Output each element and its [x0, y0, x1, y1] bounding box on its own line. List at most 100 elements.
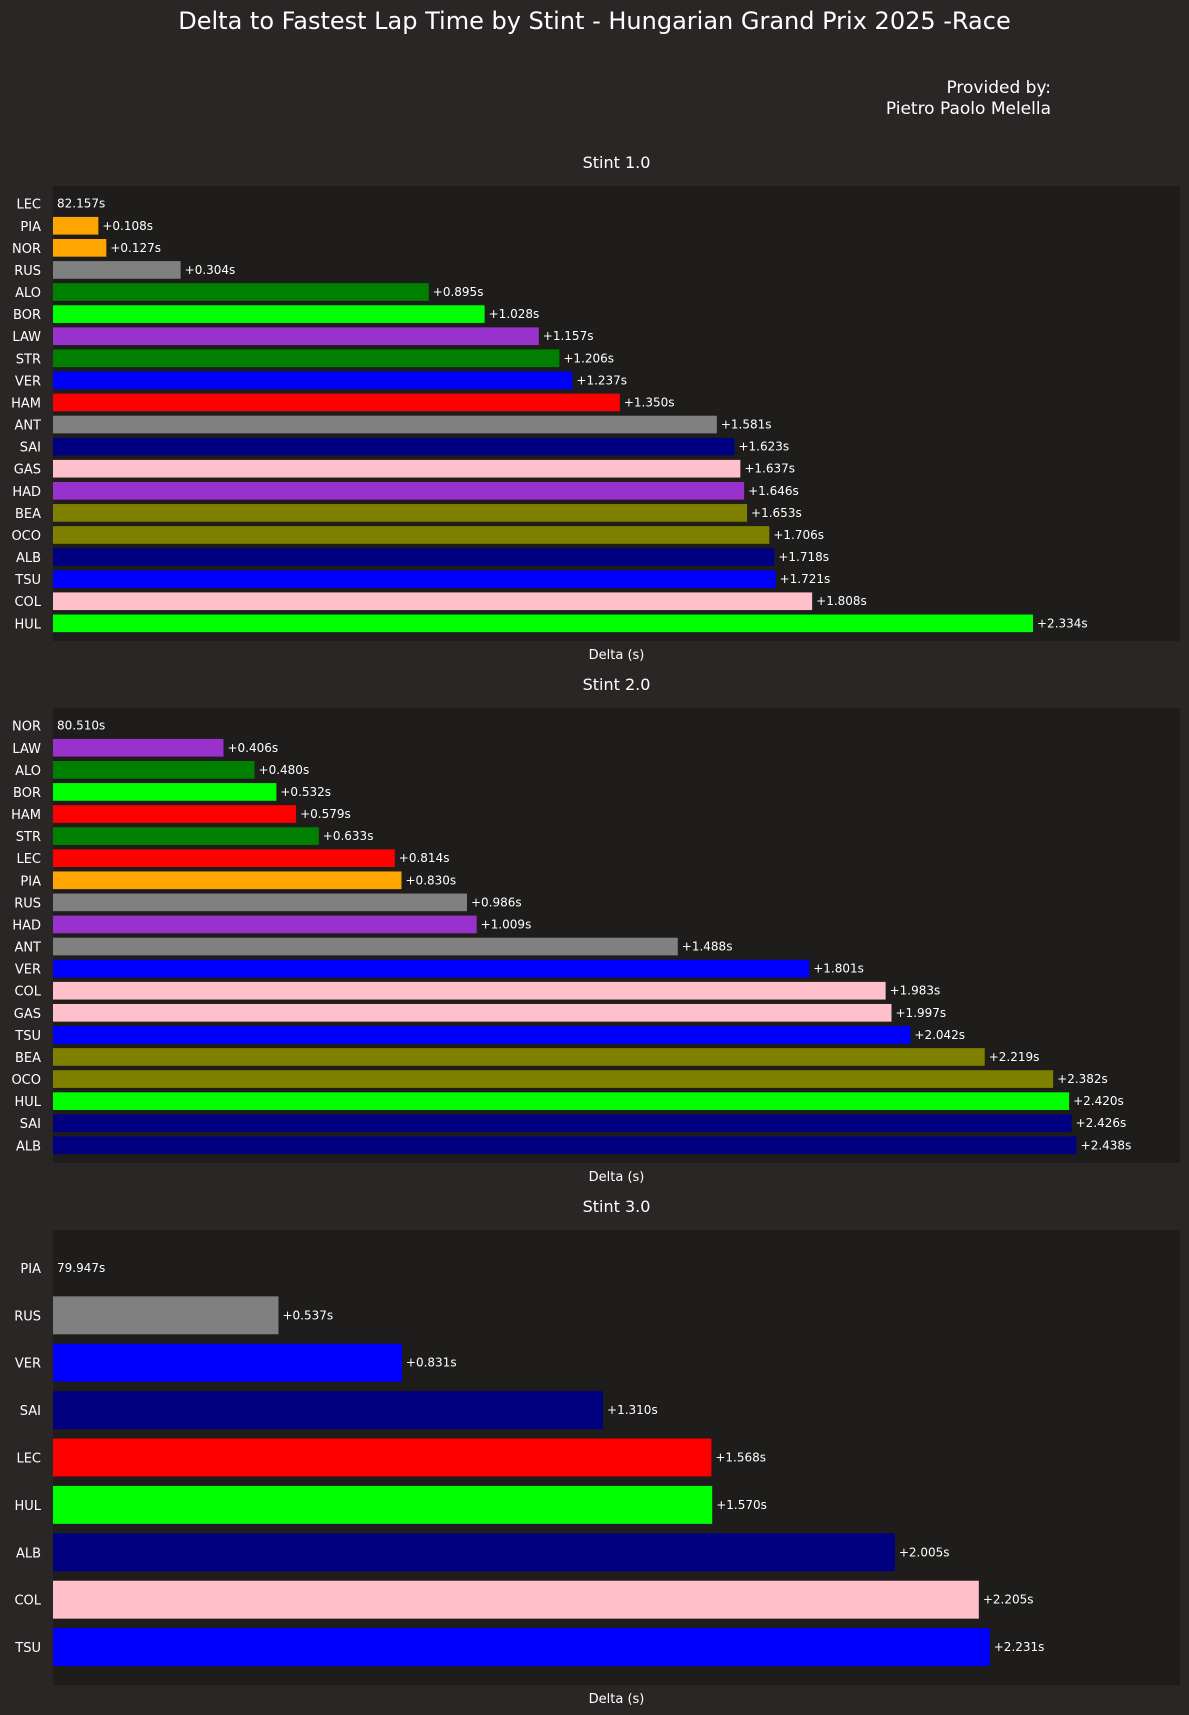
driver-label: STR — [16, 830, 41, 845]
bar-pia — [53, 216, 99, 235]
bar-bea — [53, 504, 748, 522]
driver-label: ANT — [14, 419, 41, 434]
panel-title: Stint 3.0 — [583, 1197, 651, 1216]
value-label: +2.426s — [1076, 1116, 1127, 1130]
driver-label: HAD — [12, 918, 41, 933]
bar-str — [53, 827, 319, 845]
value-label: +2.005s — [899, 1545, 950, 1559]
bar-pia — [53, 871, 402, 890]
bar-alo — [53, 761, 255, 779]
value-label: +0.633s — [323, 829, 374, 843]
value-label: +1.581s — [721, 418, 772, 432]
value-label: +2.438s — [1081, 1138, 1132, 1152]
value-label: +2.231s — [994, 1640, 1045, 1654]
value-label: +1.801s — [813, 962, 864, 976]
value-label: +2.420s — [1073, 1094, 1124, 1108]
driver-label: OCO — [11, 1073, 41, 1088]
bar-had — [53, 481, 745, 500]
driver-label: VER — [15, 374, 41, 389]
bar-oco — [53, 526, 770, 544]
driver-label: BOR — [13, 308, 41, 323]
value-label: +1.157s — [543, 329, 594, 343]
bar-ham — [53, 805, 297, 823]
value-label: +0.895s — [433, 285, 484, 299]
value-label: +1.237s — [576, 373, 627, 387]
bar-ver — [53, 1343, 402, 1382]
value-label: +1.721s — [780, 572, 831, 586]
chart-main-title: Delta to Fastest Lap Time by Stint - Hun… — [178, 7, 1011, 35]
value-label: +1.653s — [751, 506, 802, 520]
value-label: +0.127s — [110, 241, 161, 255]
panel-title: Stint 2.0 — [583, 675, 651, 694]
bar-law — [53, 738, 224, 757]
bar-rus — [53, 261, 181, 279]
driver-label: LEC — [16, 852, 41, 867]
bar-tsu — [53, 1628, 990, 1667]
value-label: +1.488s — [682, 940, 733, 954]
bar-alo — [53, 283, 429, 301]
driver-label: SAI — [20, 1404, 41, 1419]
value-label: +0.480s — [259, 763, 310, 777]
bar-alb — [53, 1533, 895, 1572]
value-label: +0.537s — [282, 1308, 333, 1322]
driver-label: HUL — [14, 1499, 41, 1514]
driver-label: COL — [14, 595, 41, 610]
x-axis-label: Delta (s) — [589, 1170, 645, 1185]
driver-label: PIA — [20, 1262, 41, 1277]
bar-sai — [53, 1114, 1072, 1133]
value-label: +1.350s — [624, 395, 675, 409]
bar-col — [53, 1580, 979, 1619]
driver-label: ALO — [15, 286, 41, 301]
credit-line-2: Pietro Paolo Melella — [885, 99, 1051, 119]
driver-label: GAS — [14, 1007, 41, 1022]
value-label: +1.637s — [744, 462, 795, 476]
bar-had — [53, 915, 477, 934]
bar-law — [53, 327, 539, 346]
driver-label: RUS — [14, 896, 41, 911]
value-label: +0.532s — [280, 785, 331, 799]
bar-ant — [53, 415, 717, 434]
credit-block: Provided by: Pietro Paolo Melella — [886, 78, 1051, 120]
value-label: +1.983s — [890, 984, 941, 998]
driver-label: HUL — [14, 617, 41, 632]
value-label: +0.406s — [227, 741, 278, 755]
value-label: +1.808s — [816, 594, 867, 608]
driver-label: VER — [15, 1357, 41, 1372]
driver-label: LEC — [16, 198, 41, 213]
bar-col — [53, 981, 886, 1000]
bar-ver — [53, 959, 810, 978]
value-label: 80.510s — [57, 719, 105, 733]
bar-ant — [53, 937, 678, 956]
value-label: +1.310s — [607, 1403, 658, 1417]
driver-label: LAW — [12, 330, 41, 345]
value-label: 79.947s — [57, 1261, 105, 1275]
bar-lec — [53, 849, 395, 868]
bar-alb — [53, 548, 775, 566]
bar-alb — [53, 1136, 1077, 1155]
value-label: +1.706s — [773, 528, 824, 542]
value-label: +0.814s — [399, 851, 450, 865]
value-label: +0.830s — [406, 873, 457, 887]
driver-label: BOR — [13, 786, 41, 801]
value-label: +2.219s — [989, 1050, 1040, 1064]
driver-label: TSU — [14, 1641, 41, 1656]
bar-bor — [53, 305, 485, 323]
driver-label: COL — [14, 1594, 41, 1609]
driver-label: VER — [15, 963, 41, 978]
value-label: +1.997s — [896, 1006, 947, 1020]
value-label: +0.304s — [185, 263, 236, 277]
driver-label: NOR — [12, 242, 41, 257]
value-label: +2.205s — [983, 1593, 1034, 1607]
bar-hul — [53, 614, 1033, 633]
driver-label: PIA — [20, 874, 41, 889]
driver-label: BEA — [15, 1051, 41, 1066]
value-label: +2.382s — [1057, 1072, 1108, 1086]
bar-tsu — [53, 570, 776, 588]
driver-label: ALB — [16, 1546, 41, 1561]
driver-label: HUL — [14, 1095, 41, 1110]
value-label: +0.579s — [300, 807, 351, 821]
driver-label: GAS — [14, 463, 41, 478]
value-label: +0.831s — [406, 1356, 457, 1370]
driver-label: SAI — [20, 1117, 41, 1132]
value-label: +1.568s — [715, 1451, 766, 1465]
